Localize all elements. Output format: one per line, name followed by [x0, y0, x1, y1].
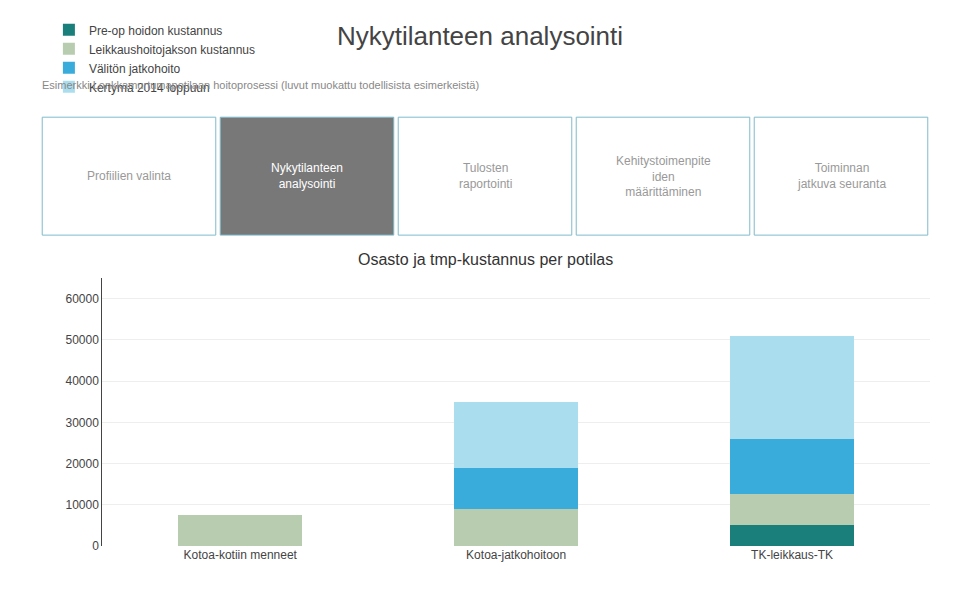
svg-text:Välitön jatkohoito: Välitön jatkohoito	[89, 62, 181, 76]
svg-text:TK-leikkaus-TK: TK-leikkaus-TK	[751, 548, 833, 562]
svg-text:40000: 40000	[66, 374, 100, 388]
svg-text:Esimerkki Lonkkamurtumapotilaa: Esimerkki Lonkkamurtumapotilaan hoitopro…	[42, 79, 479, 91]
svg-text:20000: 20000	[66, 457, 100, 471]
svg-text:Osasto ja tmp-kustannus per po: Osasto ja tmp-kustannus per potilas	[358, 251, 613, 268]
svg-text:60000: 60000	[66, 292, 100, 306]
svg-text:Kotoa-kotiin menneet: Kotoa-kotiin menneet	[184, 548, 298, 562]
svg-text:Profiilien valinta: Profiilien valinta	[87, 169, 171, 183]
svg-text:Kehitystoimenpiteidenmäärittäm: Kehitystoimenpiteidenmäärittäminen	[616, 154, 711, 199]
svg-text:0: 0	[92, 539, 99, 553]
svg-text:Kertymä 2014 loppuun: Kertymä 2014 loppuun	[89, 81, 210, 95]
svg-text:Toiminnanjatkuva seuranta: Toiminnanjatkuva seuranta	[797, 161, 886, 191]
svg-text:Tulostenraportointi: Tulostenraportointi	[459, 161, 512, 191]
svg-text:Kotoa-jatkohoitoon: Kotoa-jatkohoitoon	[466, 548, 566, 562]
svg-text:Pre-op hoidon kustannus: Pre-op hoidon kustannus	[89, 24, 222, 38]
svg-text:10000: 10000	[66, 498, 100, 512]
svg-text:50000: 50000	[66, 333, 100, 347]
svg-text:Leikkaushoitojakson kustannus: Leikkaushoitojakson kustannus	[89, 43, 255, 57]
svg-text:Nykytilanteen analysointi: Nykytilanteen analysointi	[337, 21, 623, 51]
svg-text:30000: 30000	[66, 416, 100, 430]
svg-text:Nykytilanteenanalysointi: Nykytilanteenanalysointi	[271, 161, 343, 191]
